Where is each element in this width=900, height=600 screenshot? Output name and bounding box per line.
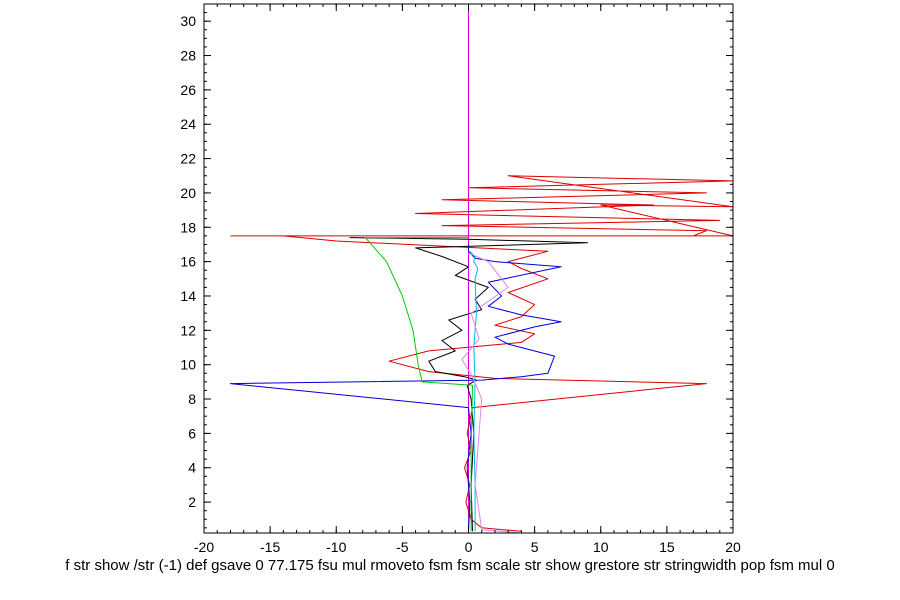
x-tick-label: -10 <box>326 539 346 555</box>
series-layer <box>229 4 734 534</box>
x-tick-label: 0 <box>465 539 473 555</box>
y-tick-label: 6 <box>188 425 196 441</box>
y-tick-label: 10 <box>180 357 196 373</box>
y-tick-label: 30 <box>180 13 196 29</box>
y-tick-label: 24 <box>180 116 196 132</box>
y-tick-label: 4 <box>188 460 196 476</box>
x-axis-label: f str show /str (-1) def gsave 0 77.175 … <box>65 557 834 574</box>
x-tick-label: -5 <box>396 539 409 555</box>
y-tick-label: 18 <box>180 219 196 235</box>
y-tick-label: 2 <box>188 494 196 510</box>
x-tick-label: -20 <box>194 539 214 555</box>
x-tick-label: 15 <box>659 539 675 555</box>
series-line-2 <box>230 175 734 532</box>
x-tick-label: 5 <box>531 539 539 555</box>
y-tick-label: 20 <box>180 185 196 201</box>
x-tick-label: -15 <box>260 539 280 555</box>
y-tick-label: 22 <box>180 151 196 167</box>
series-line-4 <box>349 237 588 532</box>
series-line-6 <box>469 250 479 532</box>
series-line-5 <box>364 237 473 532</box>
y-tick-label: 26 <box>180 82 196 98</box>
x-tick-label: 20 <box>725 539 741 555</box>
y-tick-label: 14 <box>180 288 196 304</box>
y-tick-label: 8 <box>188 391 196 407</box>
y-tick-label: 12 <box>180 322 196 338</box>
series-line-7 <box>461 252 522 534</box>
axis-layer: -20 -15 -10 -5 0 5 10 15 20246810121416182022242… <box>180 3 741 555</box>
series-line-3 <box>229 244 562 532</box>
x-tick-label: 10 <box>593 539 609 555</box>
y-tick-label: 28 <box>180 48 196 64</box>
y-tick-label: 16 <box>180 254 196 270</box>
